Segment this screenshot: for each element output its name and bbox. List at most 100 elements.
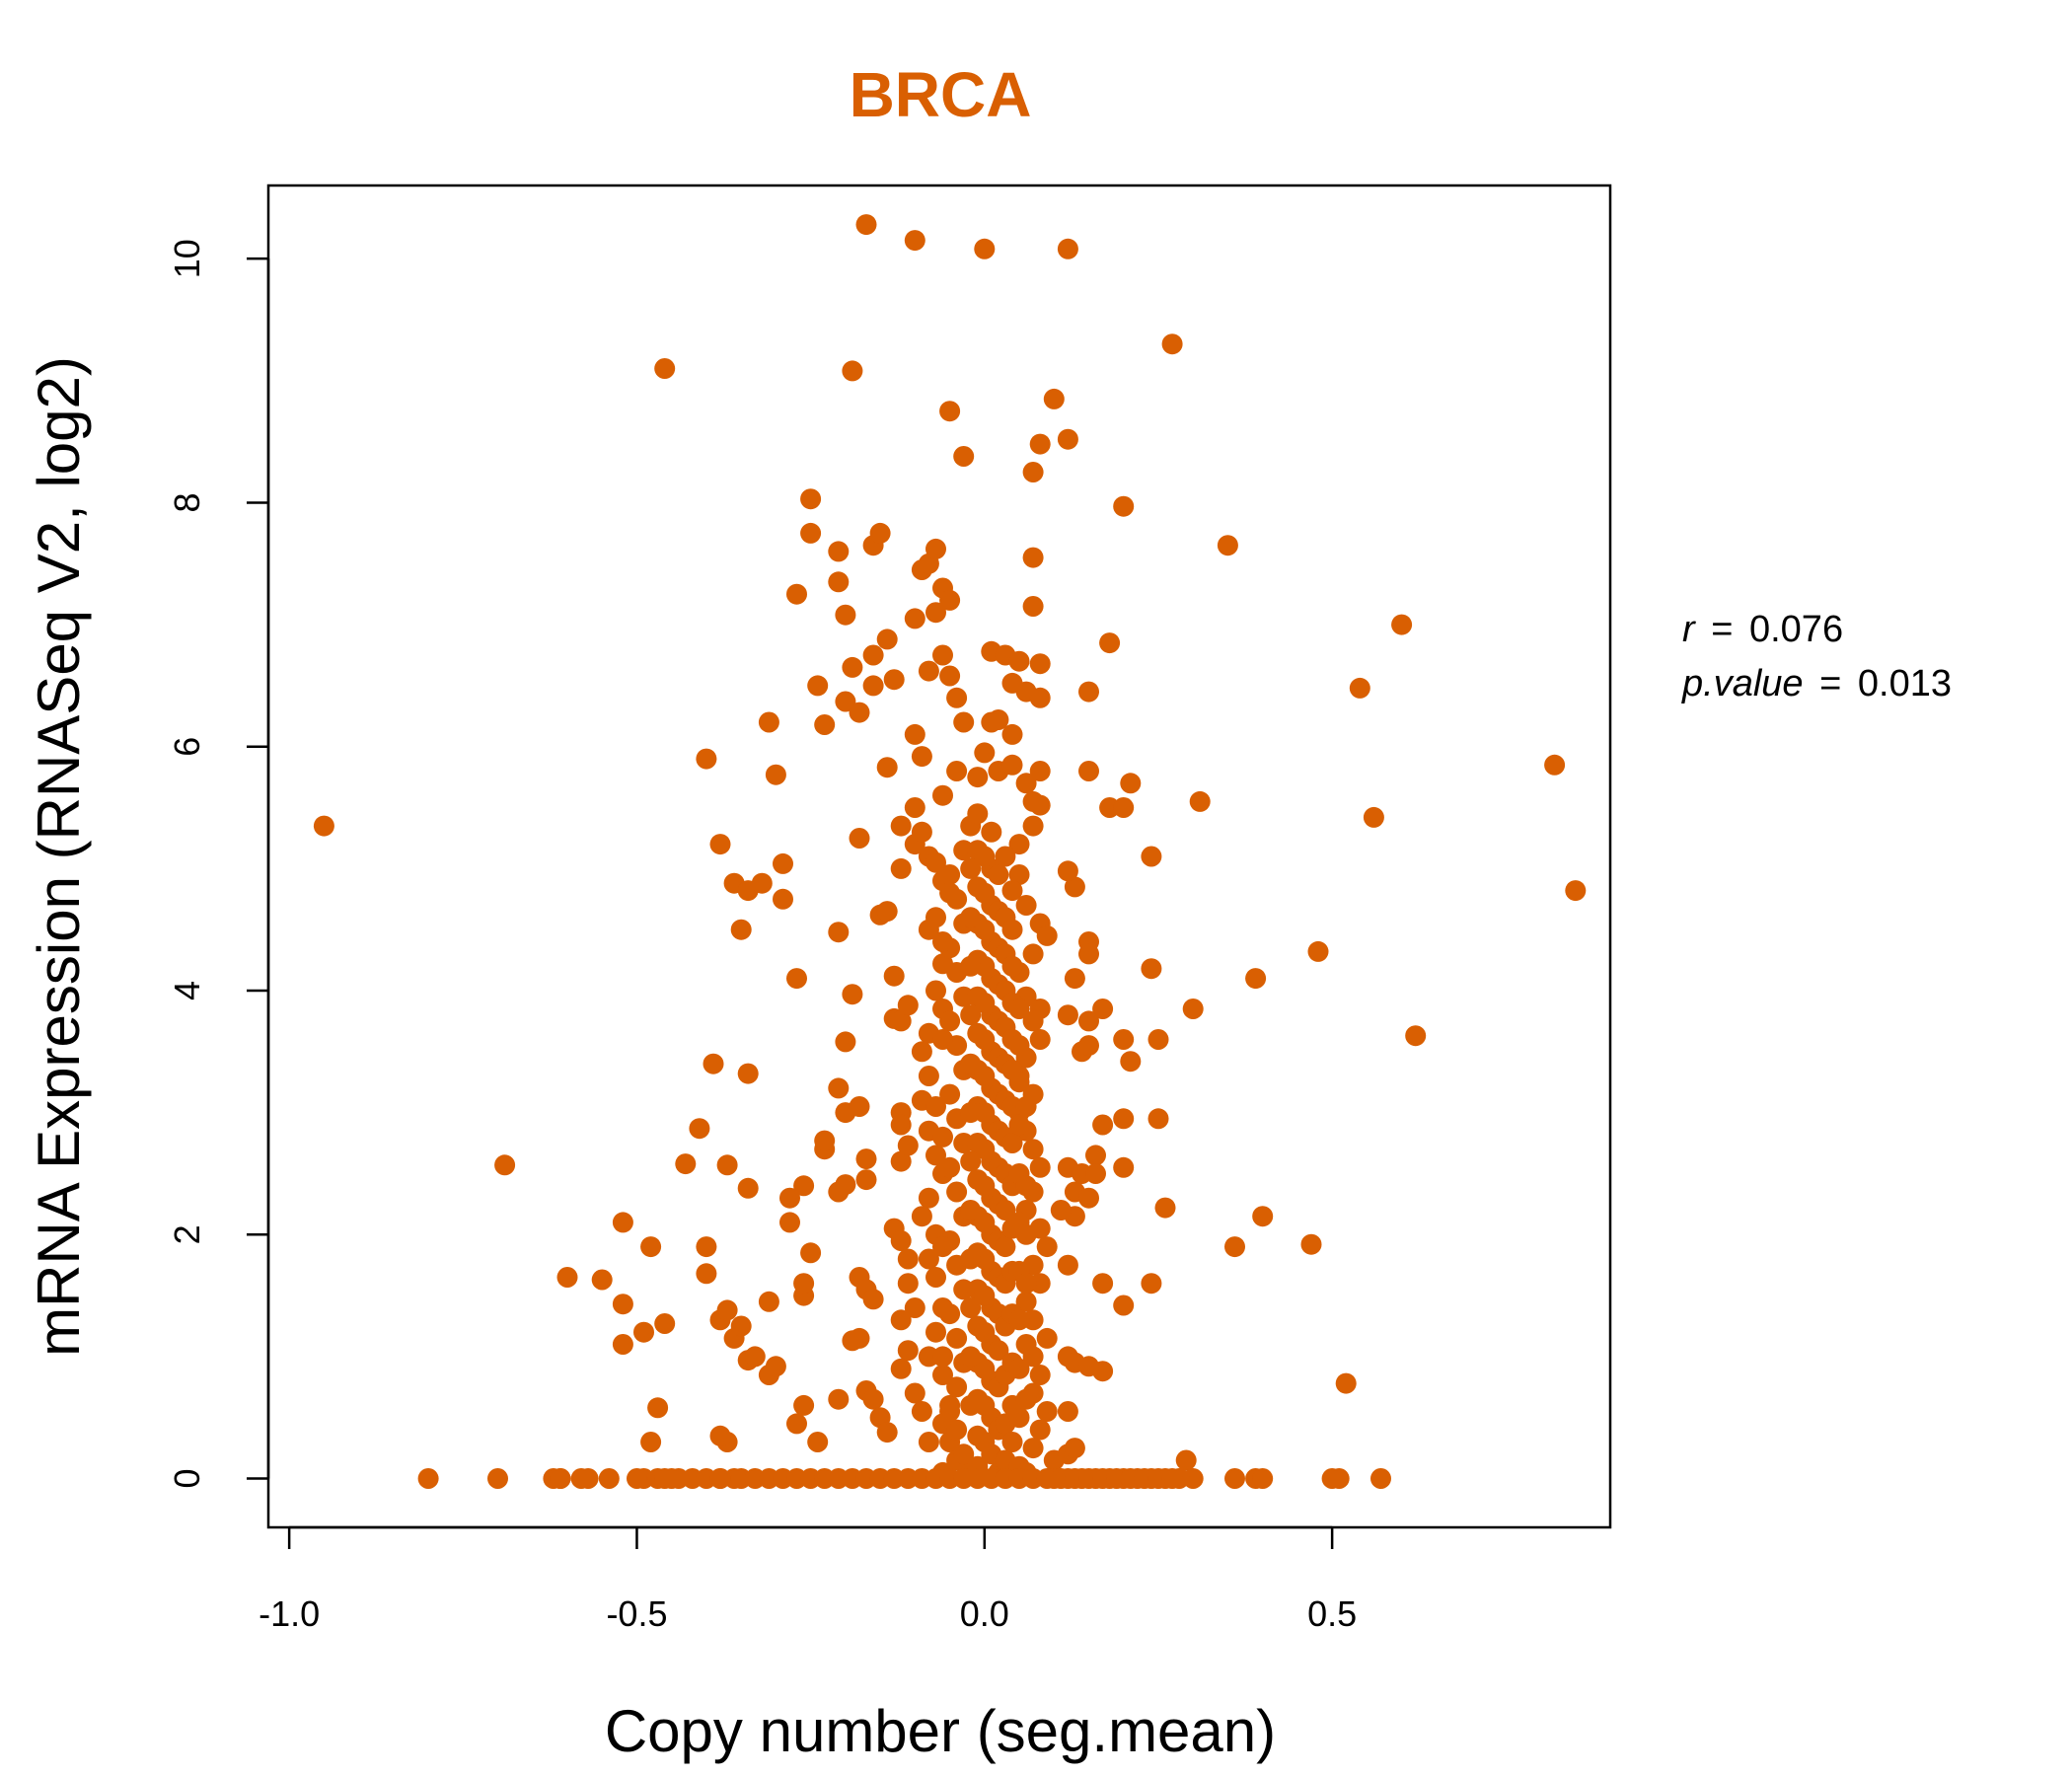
data-point — [911, 746, 932, 768]
data-point — [640, 1236, 662, 1258]
data-point — [654, 1313, 676, 1334]
data-point — [591, 1269, 613, 1291]
data-point — [890, 1309, 912, 1331]
data-point — [939, 1010, 961, 1032]
data-point — [835, 1031, 856, 1053]
data-point — [1008, 1035, 1030, 1057]
data-point — [703, 1053, 724, 1074]
data-point — [939, 1083, 961, 1105]
p-value-label: p.value — [1681, 663, 1804, 704]
chart-title: BRCA — [850, 59, 1032, 130]
data-point — [960, 955, 982, 977]
data-point — [786, 1413, 807, 1435]
data-point — [751, 872, 773, 894]
data-point — [890, 857, 912, 879]
data-point — [946, 687, 968, 708]
data-point — [897, 995, 919, 1016]
data-point — [1029, 1419, 1051, 1441]
data-point — [918, 1066, 939, 1086]
x-tick-label: -0.5 — [606, 1593, 667, 1634]
data-point — [890, 1358, 912, 1379]
data-point — [995, 1200, 1016, 1221]
data-point — [1085, 1163, 1106, 1184]
data-point — [974, 238, 996, 259]
data-point — [1328, 1468, 1350, 1489]
data-point — [1057, 860, 1078, 882]
data-point — [960, 1346, 982, 1368]
data-point — [633, 1321, 654, 1343]
data-point — [1113, 495, 1135, 517]
data-point — [828, 1388, 850, 1410]
data-points — [313, 214, 1587, 1489]
data-point — [939, 401, 961, 422]
data-point — [800, 1242, 822, 1264]
data-point — [890, 815, 912, 837]
data-point — [932, 931, 953, 952]
data-point — [842, 656, 863, 678]
data-point — [1036, 925, 1058, 946]
data-point — [1008, 650, 1030, 672]
data-point — [1057, 428, 1078, 450]
data-point — [967, 803, 989, 825]
data-point — [849, 828, 870, 849]
data-point — [904, 230, 925, 252]
data-point — [1078, 1010, 1099, 1032]
y-axis: 0 2 4 6 8 10 — [167, 239, 270, 1489]
data-point — [932, 1236, 953, 1258]
data-point — [716, 1154, 738, 1176]
data-point — [911, 1206, 932, 1227]
data-point — [939, 1303, 961, 1325]
data-point — [974, 1212, 996, 1233]
data-point — [1391, 614, 1413, 635]
data-point — [939, 589, 961, 611]
data-point — [932, 1126, 953, 1147]
data-point — [1015, 773, 1037, 794]
data-point — [890, 1230, 912, 1251]
data-point — [904, 1297, 925, 1318]
data-point — [862, 1388, 884, 1410]
data-point — [696, 1236, 717, 1258]
data-point — [974, 846, 996, 867]
data-point — [1022, 547, 1044, 568]
data-point — [828, 571, 850, 593]
data-point — [779, 1212, 800, 1233]
data-point — [862, 1289, 884, 1310]
data-point — [925, 1096, 946, 1117]
data-point — [689, 1118, 710, 1140]
data-point — [1175, 1449, 1197, 1471]
data-point — [1001, 880, 1023, 902]
data-point — [696, 1263, 717, 1285]
data-point — [897, 1340, 919, 1362]
x-axis-label: Copy number (seg.mean) — [605, 1698, 1276, 1764]
data-point — [1022, 1010, 1044, 1032]
data-point — [918, 1432, 939, 1452]
data-point — [814, 1130, 836, 1151]
data-point — [1029, 687, 1051, 708]
data-point — [1022, 1139, 1044, 1160]
data-point — [1008, 1309, 1030, 1331]
data-point — [876, 757, 898, 778]
data-point — [800, 522, 822, 544]
data-point — [1029, 1365, 1051, 1385]
data-point — [953, 711, 975, 733]
data-point — [1161, 333, 1183, 355]
data-point — [1182, 999, 1204, 1019]
data-point — [1057, 1004, 1078, 1026]
data-point — [1078, 761, 1099, 781]
data-point — [1120, 1051, 1142, 1073]
data-point — [1147, 1029, 1169, 1050]
data-point — [773, 888, 793, 910]
data-point — [1078, 1356, 1099, 1377]
data-point — [612, 1294, 633, 1315]
data-point — [828, 922, 850, 943]
data-point — [1029, 1029, 1051, 1050]
data-point — [960, 907, 982, 928]
data-point — [1245, 968, 1267, 990]
data-point — [974, 1175, 996, 1197]
p-value: 0.013 — [1858, 663, 1952, 704]
data-point — [1099, 632, 1121, 654]
data-point — [786, 583, 807, 605]
data-point — [1001, 919, 1023, 940]
data-point — [1113, 1156, 1135, 1178]
data-point — [953, 446, 975, 467]
